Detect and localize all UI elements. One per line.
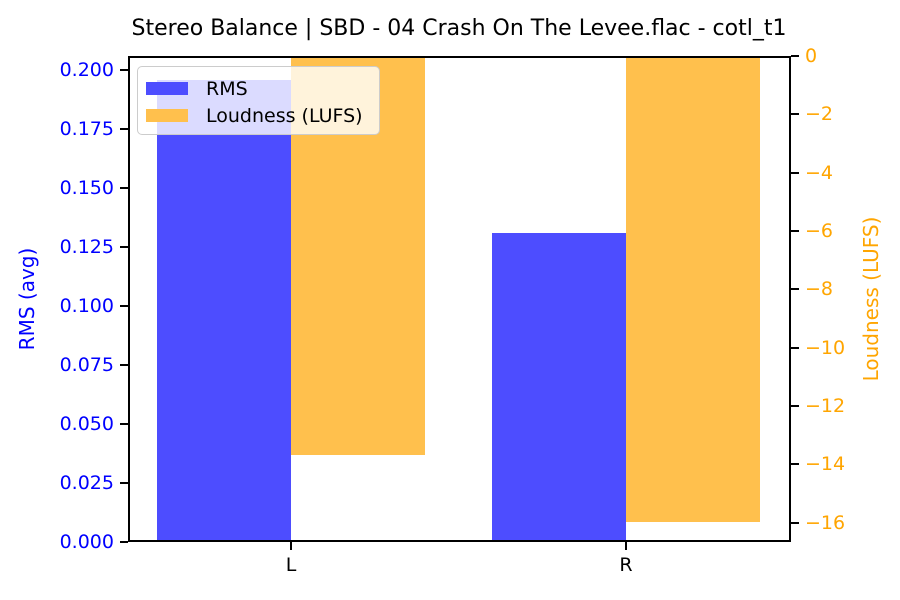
left-tick-label: 0.075: [59, 354, 114, 377]
right-tick-mark: [791, 463, 799, 466]
left-tick-mark: [120, 69, 128, 72]
left-tick-mark: [120, 128, 128, 131]
right-tick-label: −6: [805, 220, 834, 243]
bar-rms-r: [492, 232, 626, 540]
left-tick-mark: [120, 305, 128, 308]
left-tick-label: 0.150: [59, 177, 114, 200]
right-tick-mark: [791, 230, 799, 233]
left-tick-mark: [120, 364, 128, 367]
x-tick-mark: [290, 542, 292, 550]
left-tick-label: 0.000: [59, 531, 114, 553]
left-tick-label: 0.100: [59, 295, 114, 318]
right-tick-mark: [791, 521, 799, 524]
bar-rms-l: [157, 79, 291, 540]
right-tick-label: −14: [805, 453, 846, 476]
right-tick-mark: [791, 288, 799, 291]
x-tick-mark: [625, 542, 627, 550]
right-tick-label: 0: [805, 45, 818, 67]
chart-title: Stereo Balance | SBD - 04 Crash On The L…: [131, 16, 787, 41]
left-tick-label: 0.125: [59, 236, 114, 259]
legend-item-loudness: Loudness (LUFS): [146, 102, 369, 129]
right-tick-label: −16: [805, 511, 846, 534]
x-tick-label: L: [285, 554, 297, 576]
left-tick-label: 0.050: [59, 413, 114, 436]
legend-label-loudness: Loudness (LUFS): [206, 104, 363, 127]
right-tick-label: −2: [805, 103, 834, 126]
right-tick-mark: [791, 346, 799, 349]
legend-item-rms: RMS: [146, 75, 369, 102]
right-axis-label: Loudness (LUFS): [859, 216, 883, 382]
rms-legend-swatch-icon: [146, 82, 188, 95]
loudness-legend-swatch-icon: [146, 109, 188, 122]
right-tick-label: −8: [805, 278, 834, 301]
left-tick-mark: [120, 187, 128, 190]
right-tick-label: −10: [805, 336, 846, 359]
x-tick-label: R: [619, 554, 633, 576]
left-tick-mark: [120, 541, 128, 543]
left-tick-mark: [120, 423, 128, 426]
right-tick-label: −4: [805, 161, 834, 184]
legend-label-rms: RMS: [206, 77, 248, 100]
right-tick-mark: [791, 113, 799, 116]
left-tick-label: 0.175: [59, 118, 114, 141]
bar-loudness-r: [626, 58, 760, 522]
plot-area: [128, 56, 791, 542]
left-tick-mark: [120, 482, 128, 485]
left-tick-label: 0.200: [59, 59, 114, 82]
legend: RMS Loudness (LUFS): [137, 66, 380, 135]
right-tick-mark: [791, 55, 799, 57]
left-tick-mark: [120, 246, 128, 249]
left-tick-label: 0.025: [59, 472, 114, 495]
right-tick-mark: [791, 405, 799, 408]
right-tick-mark: [791, 171, 799, 174]
right-tick-label: −12: [805, 395, 846, 418]
